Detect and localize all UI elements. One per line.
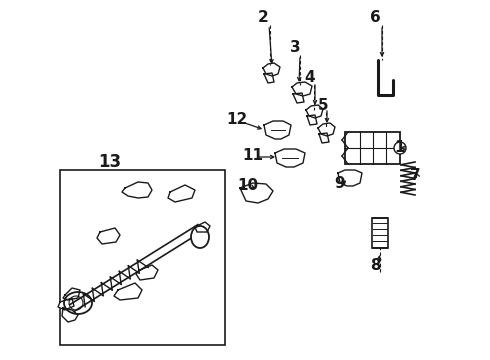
Polygon shape [338,170,362,186]
Polygon shape [275,149,305,167]
Polygon shape [136,265,158,280]
Text: 12: 12 [226,112,247,127]
Text: 6: 6 [369,10,380,26]
Bar [345,132,400,164]
Ellipse shape [64,292,92,314]
Text: 1: 1 [395,140,405,156]
Text: 5: 5 [318,98,328,112]
Polygon shape [263,63,280,76]
Text: 4: 4 [305,71,315,85]
Bar [60,170,225,345]
Circle shape [394,142,406,154]
Text: 10: 10 [238,177,259,193]
Polygon shape [114,283,142,300]
Polygon shape [292,82,312,96]
Polygon shape [293,93,304,103]
Polygon shape [318,123,335,136]
Polygon shape [264,121,291,139]
Polygon shape [319,133,329,143]
Polygon shape [97,228,120,244]
Polygon shape [264,73,274,83]
Polygon shape [62,308,78,322]
Text: 8: 8 [369,257,380,273]
Text: 9: 9 [335,175,345,190]
Text: 2: 2 [258,10,269,26]
Polygon shape [63,288,80,300]
Polygon shape [122,182,152,198]
Polygon shape [195,222,210,232]
Polygon shape [58,298,74,310]
Text: 11: 11 [243,148,264,162]
Polygon shape [307,115,317,125]
Ellipse shape [191,226,209,248]
Polygon shape [168,185,195,202]
Polygon shape [306,105,323,118]
Text: 7: 7 [410,167,420,183]
Bar [372,218,388,248]
Polygon shape [240,183,273,203]
Text: 3: 3 [290,40,300,55]
Text: 13: 13 [98,153,122,171]
